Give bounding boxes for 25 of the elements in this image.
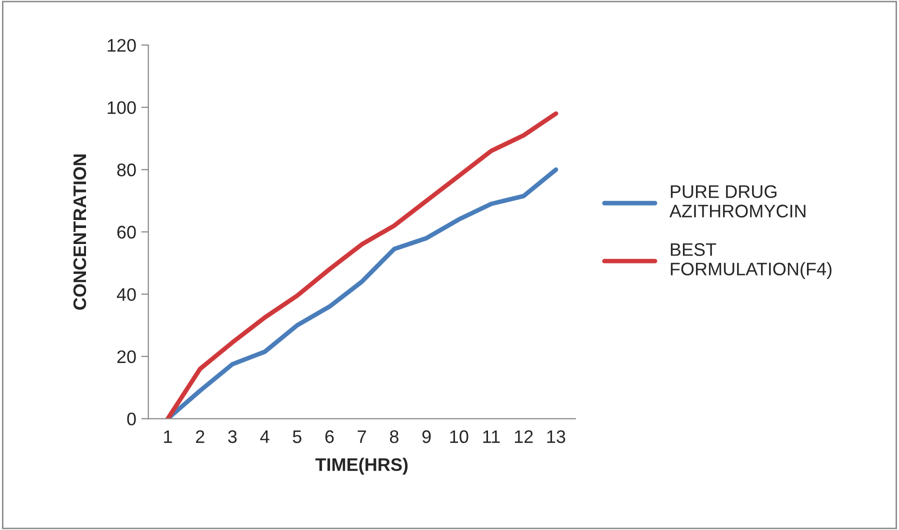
x-tick-label: 3	[228, 430, 237, 444]
line-series	[166, 111, 558, 419]
x-tick-label: 7	[358, 430, 366, 443]
x-tick-label: 1	[164, 430, 172, 443]
x-tick-label: 9	[422, 430, 431, 444]
y-tick-label: 120	[108, 38, 136, 52]
legend-label: PURE DRUG AZITHROMYCIN	[669, 185, 806, 218]
y-tick-label: 20	[117, 350, 136, 364]
x-tick-label: 5	[292, 430, 302, 444]
x-tick-label: 10	[450, 430, 468, 444]
x-tick-label: 12	[514, 430, 533, 443]
y-tick-label: 0	[127, 412, 136, 426]
y-axis-title: CONCENTRATION	[73, 154, 86, 310]
x-tick-label: 6	[325, 430, 334, 444]
x-tick-label: 8	[390, 430, 398, 444]
y-tick-label: 40	[116, 288, 136, 301]
x-tick-label: 11	[483, 430, 500, 443]
x-tick-label: 2	[196, 430, 204, 443]
x-tick-label: 13	[547, 430, 566, 444]
y-tick-label: 60	[117, 226, 136, 239]
x-axis-title: TIME(HRS)	[315, 458, 408, 475]
y-tick-label: 80	[117, 164, 136, 176]
legend-label: BEST FORMULATION(F4)	[670, 243, 832, 279]
y-tick-label: 100	[108, 101, 136, 114]
x-tick-label: 4	[260, 430, 270, 443]
